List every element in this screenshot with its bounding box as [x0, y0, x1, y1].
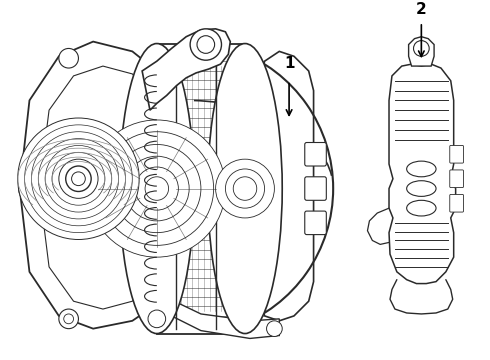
Polygon shape — [409, 37, 434, 66]
Circle shape — [414, 41, 429, 56]
FancyBboxPatch shape — [305, 177, 326, 200]
Circle shape — [59, 159, 98, 198]
Polygon shape — [152, 291, 279, 338]
Circle shape — [100, 132, 214, 246]
Circle shape — [225, 169, 265, 208]
Circle shape — [24, 125, 132, 233]
Ellipse shape — [208, 44, 282, 334]
Circle shape — [190, 29, 221, 60]
FancyBboxPatch shape — [450, 145, 464, 163]
Polygon shape — [142, 29, 230, 110]
Circle shape — [45, 145, 112, 212]
Ellipse shape — [407, 200, 436, 216]
FancyBboxPatch shape — [305, 211, 326, 235]
Circle shape — [18, 118, 139, 239]
Text: 2: 2 — [416, 2, 427, 17]
Circle shape — [197, 36, 215, 53]
Circle shape — [267, 321, 282, 337]
Circle shape — [72, 172, 85, 186]
Circle shape — [233, 177, 257, 200]
Circle shape — [88, 120, 225, 257]
Ellipse shape — [120, 44, 194, 334]
Circle shape — [19, 175, 46, 202]
FancyBboxPatch shape — [450, 170, 464, 188]
Circle shape — [148, 310, 166, 328]
Circle shape — [38, 139, 119, 219]
Circle shape — [59, 49, 78, 68]
FancyBboxPatch shape — [450, 194, 464, 212]
Text: 1: 1 — [284, 56, 294, 71]
Polygon shape — [20, 42, 157, 329]
Polygon shape — [258, 51, 314, 321]
Circle shape — [216, 159, 274, 218]
Ellipse shape — [407, 181, 436, 197]
Ellipse shape — [407, 161, 436, 177]
Circle shape — [59, 309, 78, 329]
Circle shape — [124, 156, 189, 221]
Circle shape — [66, 166, 91, 192]
Circle shape — [145, 177, 169, 200]
FancyBboxPatch shape — [305, 143, 326, 166]
Polygon shape — [389, 64, 456, 284]
Circle shape — [52, 152, 105, 205]
Circle shape — [31, 132, 125, 226]
Circle shape — [135, 167, 178, 210]
Circle shape — [113, 144, 201, 233]
Polygon shape — [39, 66, 152, 309]
Circle shape — [24, 181, 40, 197]
Circle shape — [64, 314, 74, 324]
